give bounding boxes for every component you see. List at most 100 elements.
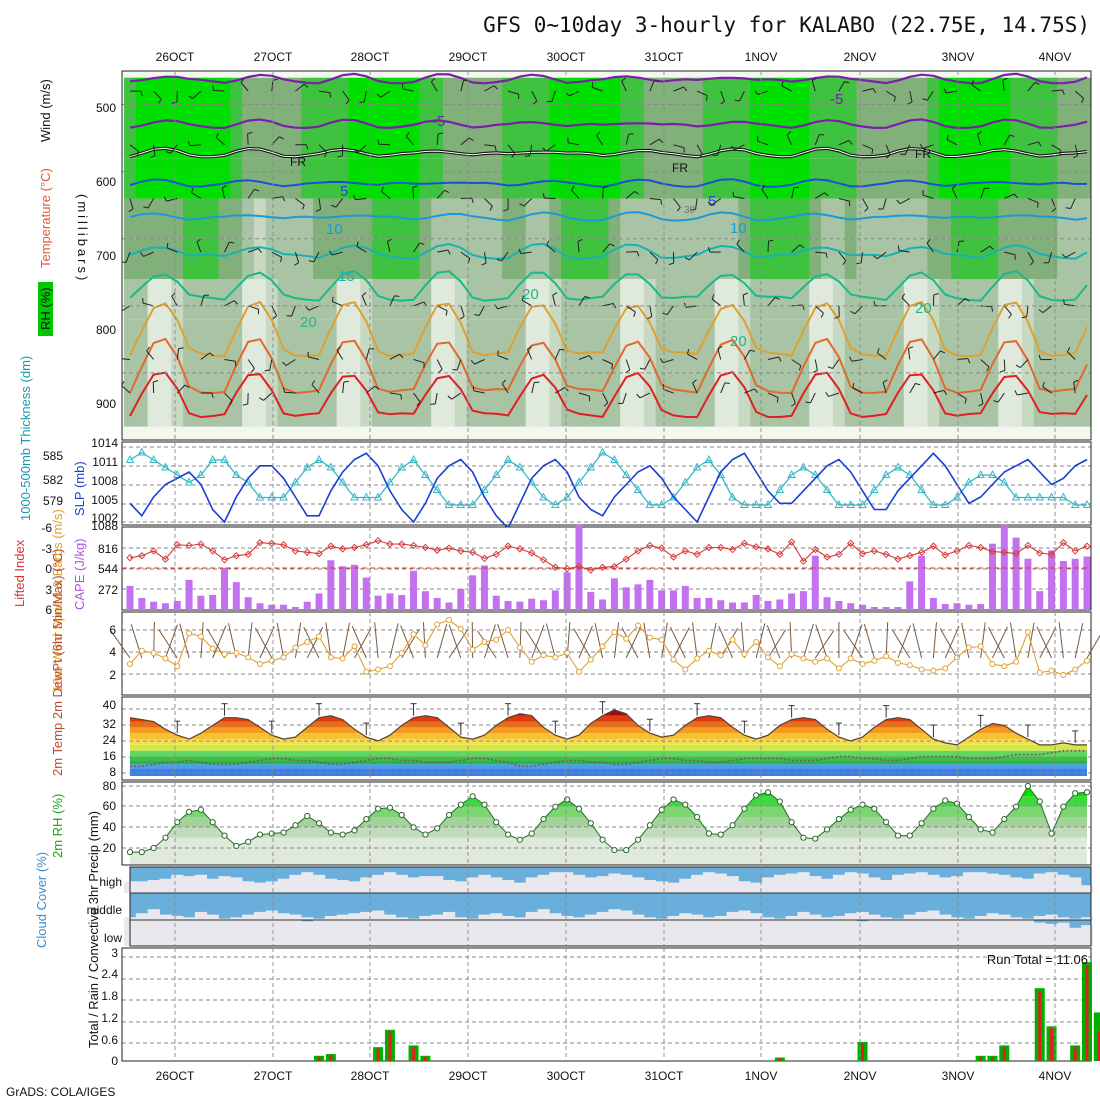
rh-cell	[762, 198, 775, 239]
wind-barb	[933, 350, 941, 360]
wind-barb	[662, 388, 674, 394]
rh-cell	[183, 77, 196, 118]
rh-cell	[443, 198, 456, 239]
rh-cell	[443, 117, 456, 159]
cloud-cell	[253, 911, 267, 920]
wind-barb-flag	[165, 150, 171, 154]
wind-barb	[1027, 82, 1036, 92]
wind-barb-flag	[242, 403, 248, 406]
rh-cell	[242, 319, 255, 373]
wind-speed-point	[422, 642, 429, 649]
slp-axis: 1002 1005 1008 1011 1014	[91, 436, 118, 525]
wind-barb	[247, 133, 249, 145]
wind-barb-flag	[1014, 390, 1018, 396]
rh-cell	[856, 117, 870, 159]
rh-point	[327, 829, 334, 836]
rh-cell	[903, 319, 917, 373]
wind-barb	[980, 245, 991, 253]
cape-bar	[362, 577, 370, 610]
wind-barb-flag	[438, 368, 443, 374]
cape-bar	[894, 606, 902, 610]
wind-speed-point	[894, 659, 901, 666]
wind-barb-flag	[1062, 89, 1065, 95]
li-point	[646, 541, 654, 550]
rh-point	[469, 793, 476, 800]
rh-cell	[431, 319, 444, 373]
rh-point	[883, 819, 890, 826]
cloud-cell	[171, 915, 184, 920]
contour-label: FR	[915, 147, 931, 161]
wind-barb-flag	[1002, 77, 1008, 81]
wind-barb	[568, 142, 580, 146]
wind-barb-flag	[636, 393, 641, 399]
wind-barb	[389, 353, 400, 360]
rh-cell	[632, 319, 645, 373]
cloud-cell	[171, 920, 184, 946]
rh-cell	[159, 77, 172, 118]
wind-barb-flag	[191, 187, 194, 193]
rh-cell	[159, 238, 172, 279]
wind-speed-point	[954, 654, 961, 661]
thickness-point	[515, 462, 525, 471]
rh-cell	[762, 278, 775, 320]
rh-cell	[360, 319, 373, 373]
cloud-cell	[372, 910, 385, 920]
wind-barb	[325, 622, 332, 659]
wind-barb-flag	[521, 295, 524, 301]
cloud-cell	[962, 920, 976, 946]
thickness-point	[763, 499, 773, 508]
cape-bar	[752, 594, 760, 610]
wind-barb	[285, 359, 296, 366]
rh-cell	[821, 77, 834, 118]
wind-barb	[313, 251, 320, 263]
wind-barb-flag	[900, 153, 906, 156]
rh-cell	[726, 198, 740, 239]
cloud-cell	[407, 920, 420, 946]
li-point	[752, 543, 760, 551]
rh-tick: 80	[103, 779, 117, 793]
wind-speed-point	[694, 655, 701, 662]
wind-barb	[854, 305, 863, 315]
top-date-label: 27OCT	[254, 50, 293, 64]
rh-cell	[348, 319, 361, 373]
li-point	[1024, 541, 1032, 550]
wind-barb-flag	[377, 139, 380, 145]
thickness-point	[196, 469, 206, 478]
rh-cell	[1069, 319, 1082, 373]
wind-barb	[767, 392, 779, 398]
cloud-cell	[868, 920, 881, 946]
cape-bar	[469, 575, 477, 610]
wind-barb-flag	[494, 146, 497, 152]
rh-point	[185, 808, 193, 815]
rh-cell	[1045, 117, 1059, 159]
cloud-cell	[159, 920, 172, 946]
rh-grid	[121, 781, 1092, 866]
thickness-point	[645, 499, 655, 508]
rh-cell	[336, 372, 350, 427]
cloud-cell	[797, 872, 810, 893]
wind-speed-point	[162, 655, 169, 662]
rh-cell	[572, 77, 586, 118]
wind-barb	[212, 625, 227, 659]
wind-barb	[342, 622, 350, 659]
rh-cell	[525, 372, 539, 427]
rh-cell	[620, 117, 633, 159]
rh-cell	[915, 77, 929, 118]
wind-barb-flag	[211, 392, 214, 398]
rh-cell	[915, 158, 929, 199]
wind-barb-flag	[136, 151, 140, 157]
wind-barb-flag	[336, 346, 341, 351]
wind-barb-flag	[315, 208, 321, 212]
wind-barb-flag	[303, 83, 309, 88]
cape-bar	[634, 584, 642, 610]
slp-grid	[121, 441, 1092, 526]
wind-barb	[430, 81, 438, 92]
rh-cell	[868, 198, 881, 239]
cloud-cell	[702, 872, 716, 893]
temp-frame	[121, 696, 1092, 781]
rh-cell	[962, 158, 976, 199]
lifted-index-line	[122, 536, 1091, 574]
li-point	[185, 541, 193, 550]
wind-barb-flag	[302, 204, 305, 210]
cape-bar	[705, 597, 713, 610]
